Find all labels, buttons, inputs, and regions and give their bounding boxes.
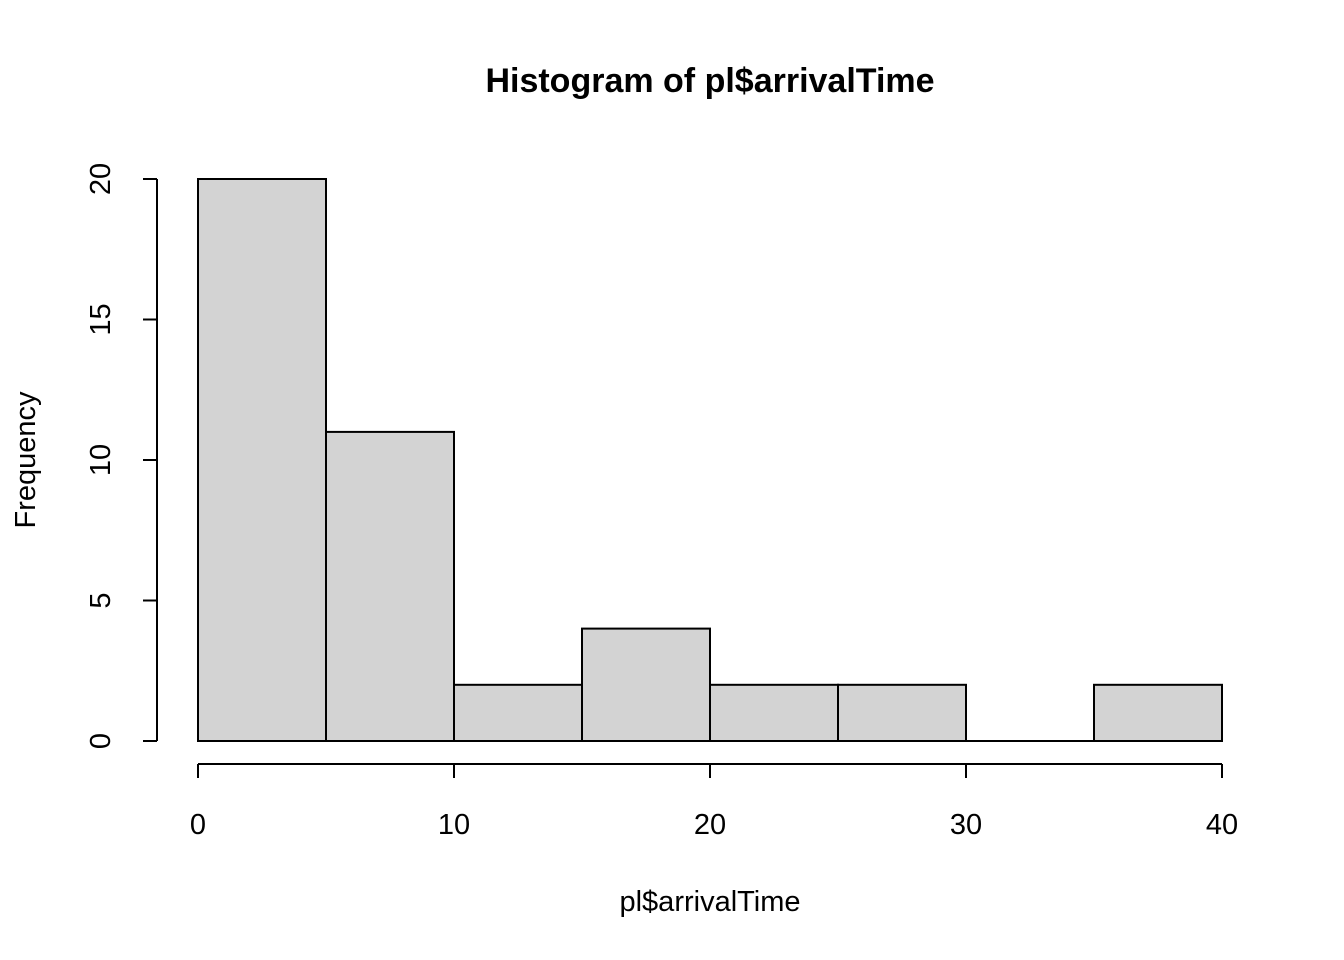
x-tick-label: 0: [190, 809, 206, 841]
x-axis: 0 10 20 30 40: [190, 763, 1238, 841]
x-axis-label: pl$arrivalTime: [619, 886, 800, 918]
histogram-bar-7: [1093, 683, 1223, 742]
histogram-bar-1: [325, 430, 455, 742]
y-tick-label: 20: [85, 163, 117, 195]
x-tick-label: 30: [950, 809, 982, 841]
y-tick-label: 5: [85, 592, 117, 608]
x-tick-label: 40: [1206, 809, 1238, 841]
bars-group: [197, 178, 1223, 742]
x-tick-label: 20: [694, 809, 726, 841]
histogram-bar-0: [197, 178, 327, 742]
histogram-bar-2: [453, 683, 583, 742]
y-axis: 0 5 10 15 20: [85, 163, 158, 749]
histogram-bar-5: [837, 683, 967, 742]
y-axis-label: Frequency: [10, 391, 42, 529]
histogram-bar-4: [709, 683, 839, 742]
y-tick-label: 0: [85, 733, 117, 749]
y-tick-label: 15: [85, 303, 117, 335]
x-tick-label: 10: [438, 809, 470, 841]
chart-title: Histogram of pl$arrivalTime: [485, 62, 934, 100]
y-tick-label: 10: [85, 444, 117, 476]
histogram-bar-3: [581, 627, 711, 742]
